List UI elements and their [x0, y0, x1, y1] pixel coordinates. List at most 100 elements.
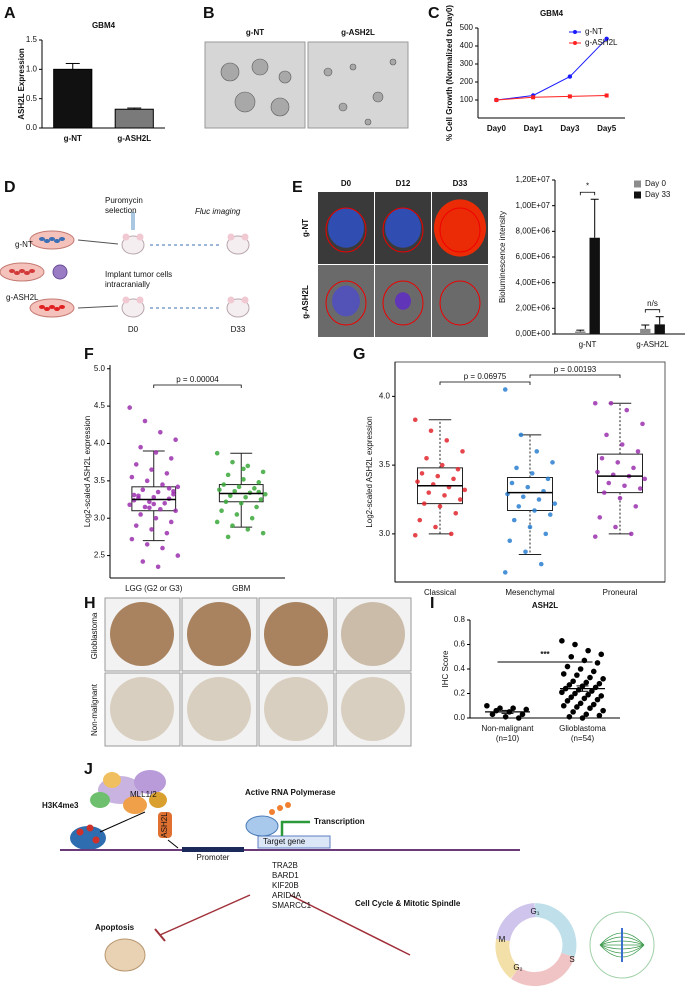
cell-cluster: [389, 58, 397, 66]
promoter: [182, 847, 244, 852]
annotation: p = 0.00193: [554, 365, 597, 374]
arrow: [289, 894, 411, 956]
point: [595, 469, 600, 475]
x-tick-label: Classical: [424, 588, 456, 597]
mouse: [226, 298, 250, 318]
y-tick-label: 200: [460, 77, 474, 86]
point: [219, 508, 224, 514]
y-axis-label: Bioluminescence intensity: [498, 211, 507, 303]
point: [412, 532, 418, 538]
point: [585, 691, 591, 698]
x-tick-label: Day0: [487, 124, 507, 133]
point: [511, 517, 517, 523]
point: [532, 508, 537, 513]
cell: [59, 237, 65, 241]
cell-cluster: [270, 97, 290, 117]
bracket: [439, 381, 531, 385]
box: [597, 453, 643, 494]
cell-cluster: [234, 91, 256, 113]
point: [166, 486, 172, 491]
x-tick-label: Glioblastoma: [559, 724, 606, 733]
point: [642, 476, 648, 482]
point: [158, 429, 163, 435]
point: [598, 693, 605, 699]
x-tick-label: Day5: [597, 124, 617, 133]
point: [158, 506, 163, 512]
cell: [39, 305, 45, 309]
phase-label: M: [499, 935, 506, 944]
methyl: [92, 836, 100, 844]
image-label: D33: [453, 179, 468, 188]
point: [635, 449, 641, 454]
diagram-label: Active RNA Polymerase: [245, 788, 336, 797]
mouse: [226, 235, 250, 255]
protein: [103, 772, 121, 788]
point: [153, 450, 159, 455]
arrow: [167, 839, 179, 849]
x-tick-label: LGG (G2 or G3): [125, 584, 183, 593]
micrograph: [204, 41, 306, 129]
point: [633, 504, 639, 509]
tissue-core: [110, 677, 174, 741]
methyl: [76, 828, 84, 836]
bar: [575, 331, 586, 334]
protein: [149, 792, 167, 808]
panel-label: G: [353, 346, 365, 363]
point: [577, 666, 584, 672]
point: [509, 480, 515, 486]
roi: [382, 280, 424, 326]
point: [138, 512, 143, 517]
point: [559, 689, 565, 696]
point: [583, 711, 590, 718]
point: [502, 713, 509, 720]
image-label: D0: [341, 179, 352, 188]
point: [637, 486, 643, 491]
point: [572, 641, 578, 648]
point: [238, 500, 244, 506]
cell: [54, 239, 60, 243]
point: [596, 712, 603, 719]
signal: [395, 292, 411, 310]
y-tick-label: 400: [460, 41, 474, 50]
point: [415, 479, 420, 484]
point: [455, 466, 461, 472]
point: [214, 519, 220, 525]
point: [462, 487, 468, 493]
rna: [269, 809, 275, 815]
point: [223, 499, 229, 505]
mouse: [121, 298, 145, 318]
panel-label: D: [4, 179, 16, 196]
x-tick-label: g-NT: [64, 134, 82, 143]
diagram-label: Apoptosis: [95, 923, 135, 932]
roi: [382, 207, 424, 253]
point: [258, 497, 264, 502]
cell: [59, 305, 65, 309]
tissue-core: [187, 602, 251, 666]
point: [133, 462, 139, 467]
marker: [494, 98, 499, 102]
y-tick-label: 5.0: [94, 364, 106, 373]
point: [515, 715, 522, 721]
y-tick-label: 0.5: [26, 94, 38, 103]
point: [451, 476, 456, 482]
point: [127, 405, 132, 410]
cell: [49, 237, 55, 241]
point: [547, 512, 553, 517]
point: [543, 531, 549, 537]
cell-cluster: [251, 58, 269, 76]
y-tick-label: 2,00E+06: [516, 303, 551, 312]
y-tick-label: 0.2: [454, 689, 466, 698]
panel-label: A: [4, 5, 16, 22]
y-tick-label: 3.0: [379, 529, 391, 538]
cell-cycle-phase: [511, 952, 575, 987]
marker: [567, 94, 572, 99]
point: [131, 492, 137, 498]
virus: [52, 264, 68, 280]
point: [164, 471, 170, 476]
x-tick-label: Non-malignant: [481, 724, 534, 733]
cell: [14, 271, 20, 275]
inhibition-bar: [154, 928, 166, 942]
point: [439, 462, 445, 468]
point: [572, 690, 578, 697]
y-tick-label: 3.0: [94, 513, 106, 522]
